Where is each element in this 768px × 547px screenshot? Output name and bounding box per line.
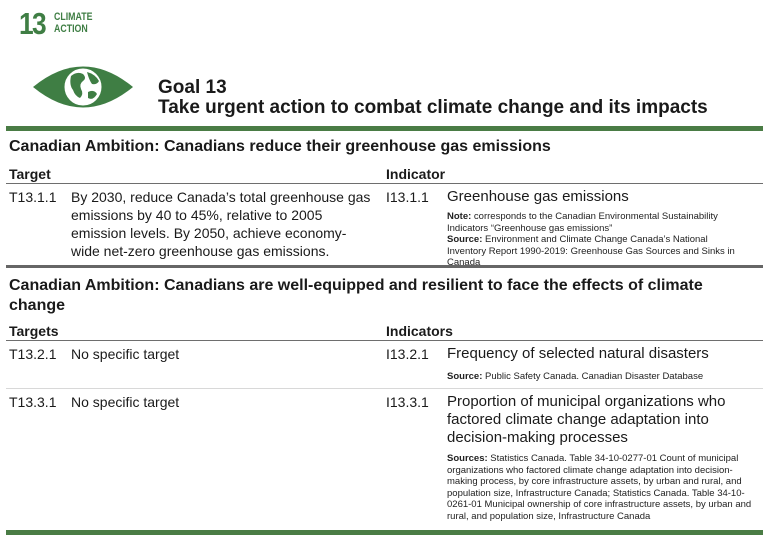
- section-divider-gray: [6, 265, 763, 268]
- indicator-sources: Sources: Statistics Canada. Table 34-10-…: [447, 453, 753, 522]
- source-text: Environment and Climate Change Canada’s …: [447, 234, 735, 268]
- header-rule: [6, 340, 763, 341]
- goal-title: Take urgent action to combat climate cha…: [158, 97, 708, 118]
- target-text: No specific target: [71, 394, 180, 410]
- sdg-label: CLIMATE ACTION: [54, 11, 92, 35]
- sdg-label-line1: CLIMATE: [54, 11, 93, 23]
- sdg-number: 13: [19, 6, 47, 41]
- note-text: corresponds to the Canadian Environmenta…: [447, 211, 718, 234]
- indicators-column-header: Indicators: [386, 323, 453, 339]
- section-divider-green: [6, 126, 763, 131]
- target-code: T13.3.1: [9, 394, 57, 410]
- indicator-title: Greenhouse gas emissions: [447, 188, 629, 205]
- sources-label: Sources:: [447, 453, 488, 464]
- indicator-code: I13.3.1: [386, 394, 429, 410]
- target-code: T13.1.1: [9, 189, 57, 205]
- indicator-source: Source: Public Safety Canada. Canadian D…: [447, 371, 747, 383]
- eye-globe-icon: [33, 66, 133, 108]
- sources-text: Statistics Canada. Table 34-10-0277-01 C…: [447, 453, 752, 522]
- indicator-code: I13.2.1: [386, 346, 429, 362]
- target-column-header: Target: [9, 166, 51, 182]
- indicator-note: Note: corresponds to the Canadian Enviro…: [447, 211, 747, 269]
- source-label: Source:: [447, 234, 483, 245]
- indicator-title: Frequency of selected natural disasters: [447, 345, 709, 362]
- target-text: No specific target: [71, 346, 180, 362]
- bottom-divider-green: [6, 530, 763, 535]
- ambition-heading-2: Canadian Ambition: Canadians are well-eq…: [9, 277, 703, 314]
- indicator-title: Proportion of municipal organizations wh…: [447, 393, 726, 446]
- target-code: T13.2.1: [9, 346, 57, 362]
- header-rule: [6, 183, 763, 184]
- row-divider: [6, 388, 763, 389]
- goal-number: Goal 13: [158, 77, 227, 98]
- source-text: Public Safety Canada. Canadian Disaster …: [482, 371, 704, 382]
- target-text: By 2030, reduce Canada’s total greenhous…: [71, 189, 371, 259]
- source-label: Source:: [447, 371, 483, 382]
- indicator-code: I13.1.1: [386, 189, 429, 205]
- sdg-label-line2: ACTION: [54, 23, 88, 35]
- note-label: Note:: [447, 211, 472, 222]
- targets-column-header: Targets: [9, 323, 59, 339]
- ambition-heading-1: Canadian Ambition: Canadians reduce thei…: [9, 138, 551, 155]
- indicator-column-header: Indicator: [386, 166, 446, 182]
